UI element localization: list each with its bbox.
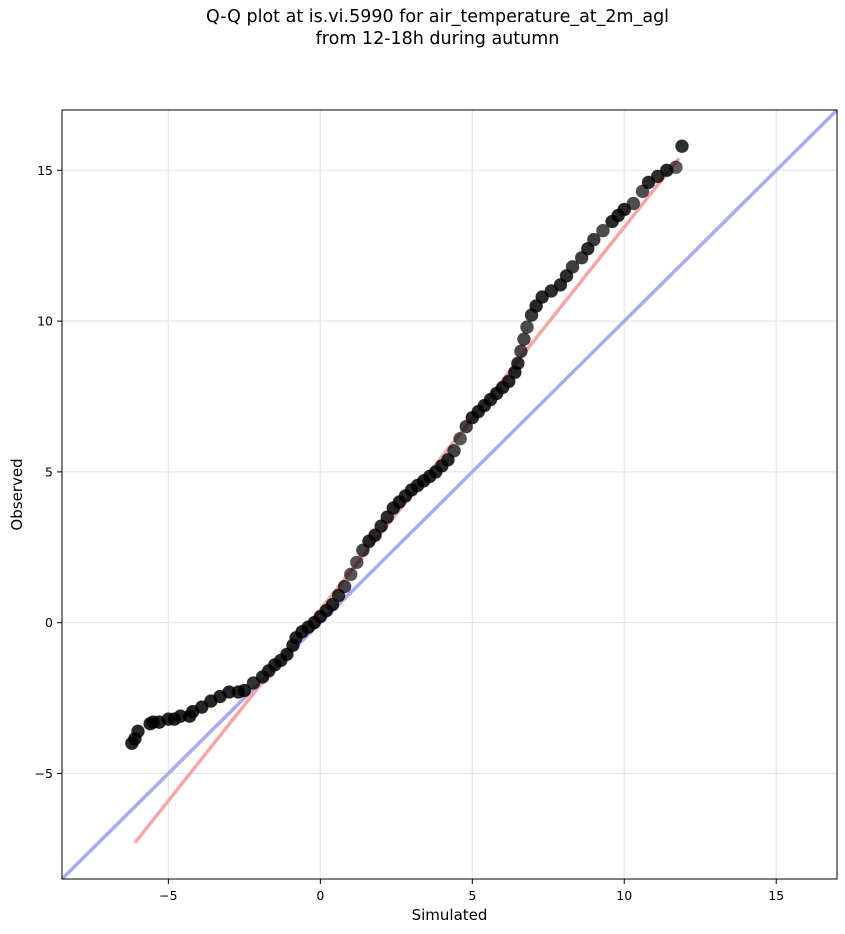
y-tick-label: 10 [37, 314, 53, 329]
x-tick-label: 10 [616, 888, 632, 903]
y-tick-label: 15 [37, 163, 53, 178]
quantile-point [520, 320, 534, 335]
axis-ticks: −5 0 5 10 15 −5 0 5 10 15 [35, 163, 785, 903]
x-axis-label: Simulated [412, 906, 488, 924]
reference-lines [60, 108, 839, 881]
quantile-point [131, 724, 145, 739]
quantile-point [337, 579, 352, 594]
quantile-points [125, 139, 689, 751]
y-tick-label: 0 [45, 615, 53, 630]
quantile-point [343, 567, 358, 582]
quantile-point [514, 344, 528, 359]
quantile-point [596, 223, 610, 238]
x-tick-label: 15 [768, 888, 784, 903]
quantile-point [669, 160, 683, 175]
quantile-point [565, 259, 580, 274]
quantile-point [510, 356, 525, 371]
y-tick-label: 5 [45, 464, 53, 479]
quantile-point [447, 443, 461, 458]
y-tick-label: −5 [35, 766, 53, 781]
chart-title: Q-Q plot at is.vi.5990 for air_temperatu… [205, 7, 670, 49]
plot-frame [61, 109, 838, 880]
quantile-point [349, 555, 364, 570]
quantile-point [517, 332, 531, 347]
quantile-point [237, 683, 252, 698]
quantile-point [675, 139, 689, 154]
quantile-point [586, 232, 601, 247]
x-tick-label: 5 [468, 888, 476, 903]
y-axis-label: Observed [8, 458, 26, 530]
quantile-point [453, 431, 468, 446]
x-tick-label: −5 [159, 888, 177, 903]
identity-line [60, 108, 839, 881]
x-tick-label: 0 [316, 888, 324, 903]
quantile-point [626, 196, 641, 211]
